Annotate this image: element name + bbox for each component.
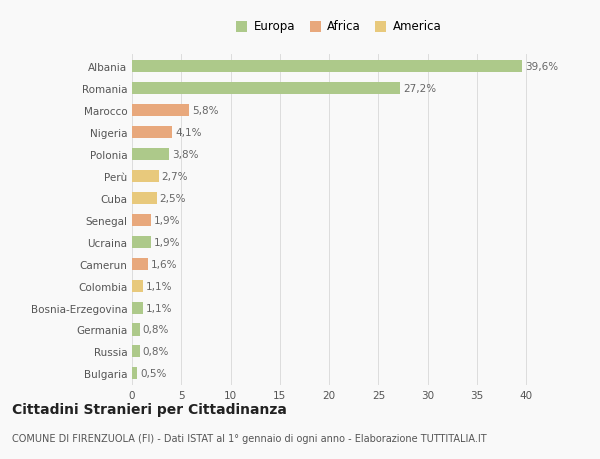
Bar <box>132 127 172 139</box>
Text: COMUNE DI FIRENZUOLA (FI) - Dati ISTAT al 1° gennaio di ogni anno - Elaborazione: COMUNE DI FIRENZUOLA (FI) - Dati ISTAT a… <box>12 433 487 442</box>
Bar <box>132 280 143 292</box>
Bar <box>132 61 523 73</box>
Text: 1,1%: 1,1% <box>146 303 172 313</box>
Bar <box>132 105 189 117</box>
Text: 5,8%: 5,8% <box>192 106 218 116</box>
Bar <box>132 302 143 314</box>
Bar <box>132 346 140 358</box>
Bar <box>132 236 151 248</box>
Bar <box>132 171 158 183</box>
Text: 1,9%: 1,9% <box>154 215 180 225</box>
Legend: Europa, Africa, America: Europa, Africa, America <box>234 18 444 36</box>
Text: 2,5%: 2,5% <box>160 193 186 203</box>
Text: 39,6%: 39,6% <box>526 62 559 72</box>
Bar <box>132 214 151 226</box>
Text: 3,8%: 3,8% <box>172 150 199 160</box>
Text: 0,8%: 0,8% <box>143 347 169 357</box>
Text: 0,5%: 0,5% <box>140 369 166 379</box>
Bar <box>132 324 140 336</box>
Text: 0,8%: 0,8% <box>143 325 169 335</box>
Text: 2,7%: 2,7% <box>161 172 188 182</box>
Bar <box>132 258 148 270</box>
Text: 27,2%: 27,2% <box>403 84 436 94</box>
Bar <box>132 368 137 380</box>
Bar <box>132 192 157 204</box>
Bar <box>132 149 169 161</box>
Text: 1,6%: 1,6% <box>151 259 177 269</box>
Text: Cittadini Stranieri per Cittadinanza: Cittadini Stranieri per Cittadinanza <box>12 402 287 416</box>
Text: 4,1%: 4,1% <box>175 128 202 138</box>
Text: 1,9%: 1,9% <box>154 237 180 247</box>
Text: 1,1%: 1,1% <box>146 281 172 291</box>
Bar <box>132 83 400 95</box>
